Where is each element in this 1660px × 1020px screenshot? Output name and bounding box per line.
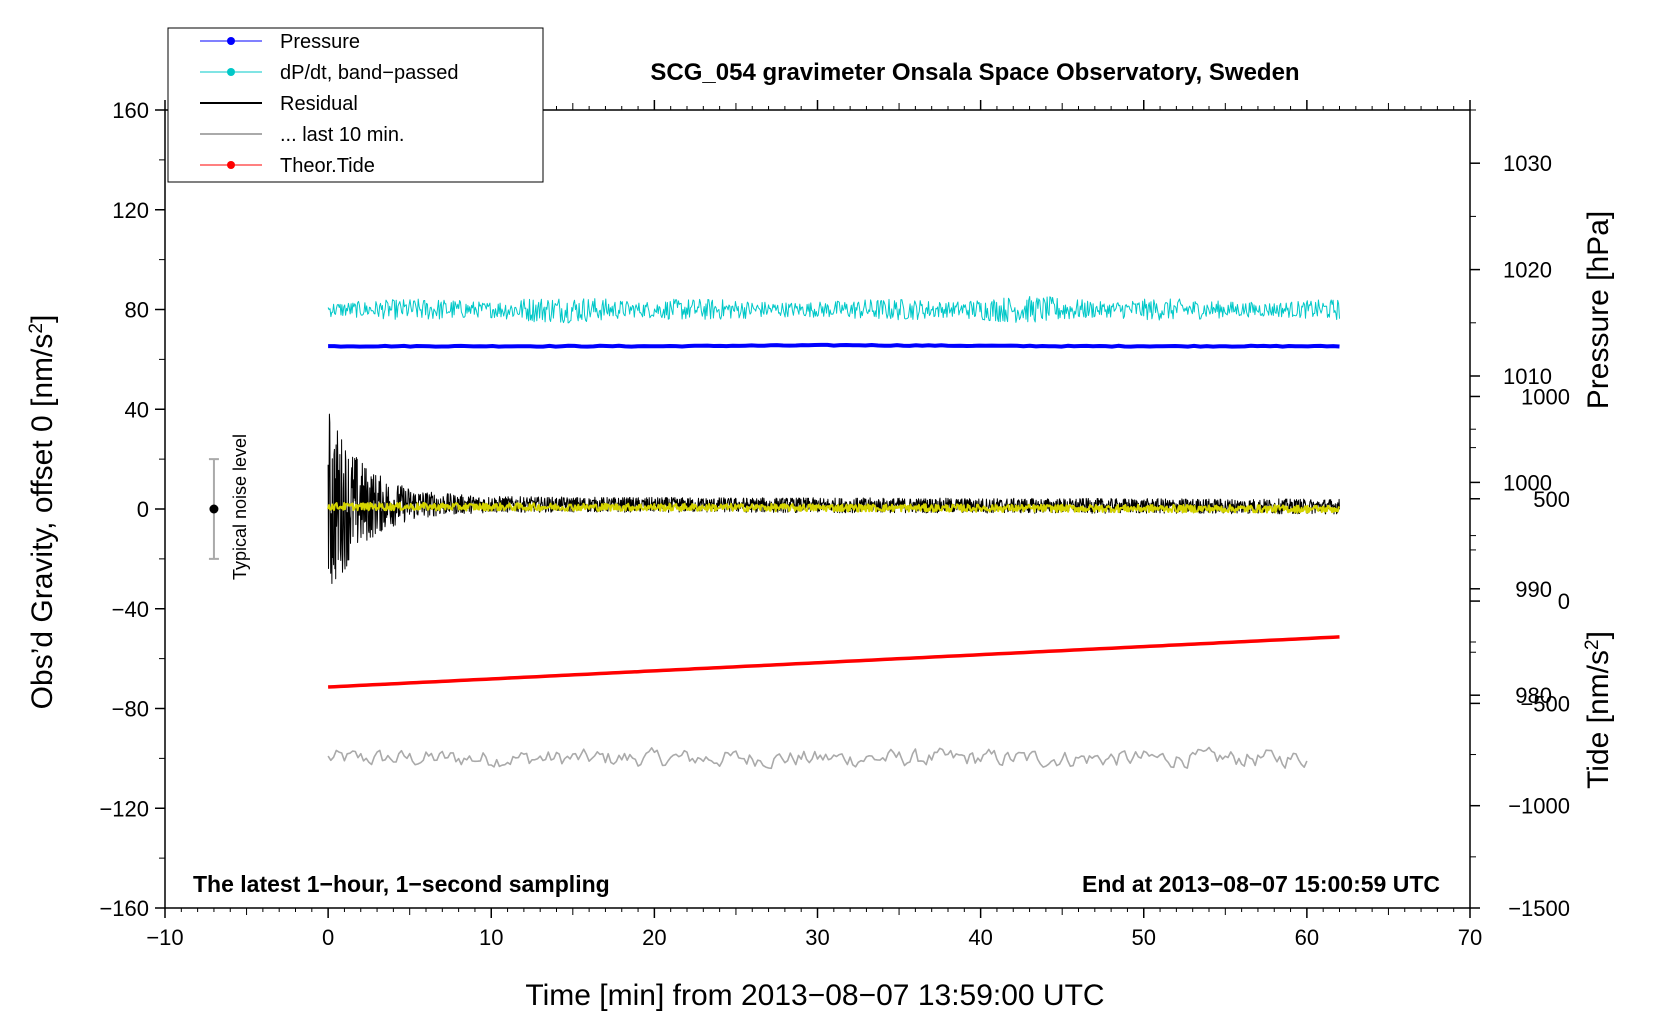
- tide-tick-label: −500: [1520, 691, 1570, 716]
- x-tick-label: 50: [1132, 925, 1156, 950]
- noise-center-dot: [209, 504, 219, 514]
- end-time-annotation: End at 2013−08−07 15:00:59 UTC: [1082, 871, 1440, 897]
- x-axis-title: Time [min] from 2013−08−07 13:59:00 UTC: [525, 979, 1104, 1012]
- legend-entry: Pressure: [200, 31, 360, 53]
- sampling-annotation: The latest 1−hour, 1−second sampling: [193, 871, 610, 897]
- y-tick-label: −120: [99, 796, 149, 821]
- legend-label: Theor.Tide: [280, 155, 375, 177]
- y-tick-label: 40: [125, 397, 149, 422]
- x-tick-label: 10: [479, 925, 503, 950]
- x-tick-label: −10: [146, 925, 183, 950]
- legend-swatch-marker: [227, 161, 235, 169]
- x-tick-label: 20: [642, 925, 666, 950]
- legend-entries: Pressure dP/dt, band−passed Residual ... la…: [200, 31, 458, 177]
- y-axis-title-pressure: Pressure [hPa]: [1582, 211, 1615, 409]
- legend-entry: ... last 10 min.: [200, 124, 405, 146]
- pressure-tick-label: 1030: [1503, 151, 1552, 176]
- noise-level-indicator: Typical noise level: [208, 434, 250, 580]
- pressure-tick-label: 1020: [1503, 258, 1552, 283]
- series-line-theor-tide: [328, 635, 1340, 689]
- legend-label: Residual: [280, 93, 358, 115]
- tide-tick-label: 0: [1558, 589, 1570, 614]
- legend: Pressure dP/dt, band−passed Residual ... la…: [167, 27, 544, 183]
- legend-entry: Residual: [200, 93, 358, 115]
- x-tick-label: 70: [1458, 925, 1482, 950]
- x-tick-label: 40: [968, 925, 992, 950]
- pressure-tick-label: 1010: [1503, 364, 1552, 389]
- y-tick-label: −160: [99, 896, 149, 921]
- pressure-tick-label: 1000: [1503, 470, 1552, 495]
- tide-tick-label: −1000: [1508, 794, 1570, 819]
- legend-label: ... last 10 min.: [280, 124, 405, 146]
- x-tick-label: 60: [1295, 925, 1319, 950]
- legend-swatch-marker: [227, 68, 235, 76]
- y-axis-title-gravity: Obs’d Gravity, offset 0 [nm/s2]: [26, 315, 60, 710]
- legend-box: [167, 27, 544, 183]
- ticks-layer: −10 0 10 20 30 40 50 60 70−160−120−80−4004080120…: [99, 98, 1570, 950]
- chart-title: SCG_054 gravimeter Onsala Space Observat…: [650, 59, 1299, 86]
- y-tick-label: 80: [125, 298, 149, 323]
- noise-label: Typical noise level: [230, 434, 250, 580]
- legend-label: dP/dt, band−passed: [280, 62, 458, 84]
- tide-tick-label: 500: [1533, 487, 1570, 512]
- y-tick-label: 0: [137, 497, 149, 522]
- legend-swatch-marker: [227, 37, 235, 45]
- series-line-last-10-min: [327, 746, 1308, 770]
- series-line-smoothed-residual: [327, 501, 1341, 514]
- tide-tick-label: 1000: [1521, 384, 1570, 409]
- legend-entry: dP/dt, band−passed: [200, 62, 458, 84]
- series-line-pressure: [328, 342, 1340, 349]
- series-line-residual: [327, 413, 1340, 584]
- legend-entry: Theor.Tide: [200, 155, 375, 177]
- y-tick-label: −80: [112, 697, 149, 722]
- series-line-dp-dt-band-passed: [327, 296, 1340, 324]
- y-axis-title-tide: Tide [nm/s2]: [1582, 631, 1616, 789]
- pressure-tick-label: 980: [1515, 683, 1552, 708]
- y-tick-label: 160: [112, 98, 149, 123]
- tide-tick-label: −1500: [1508, 896, 1570, 921]
- legend-label: Pressure: [280, 31, 360, 53]
- x-tick-label: 0: [322, 925, 334, 950]
- y-tick-label: 120: [112, 198, 149, 223]
- x-tick-label: 30: [805, 925, 829, 950]
- series-layer: [327, 296, 1341, 770]
- y-tick-label: −40: [112, 597, 149, 622]
- pressure-tick-label: 990: [1515, 577, 1552, 602]
